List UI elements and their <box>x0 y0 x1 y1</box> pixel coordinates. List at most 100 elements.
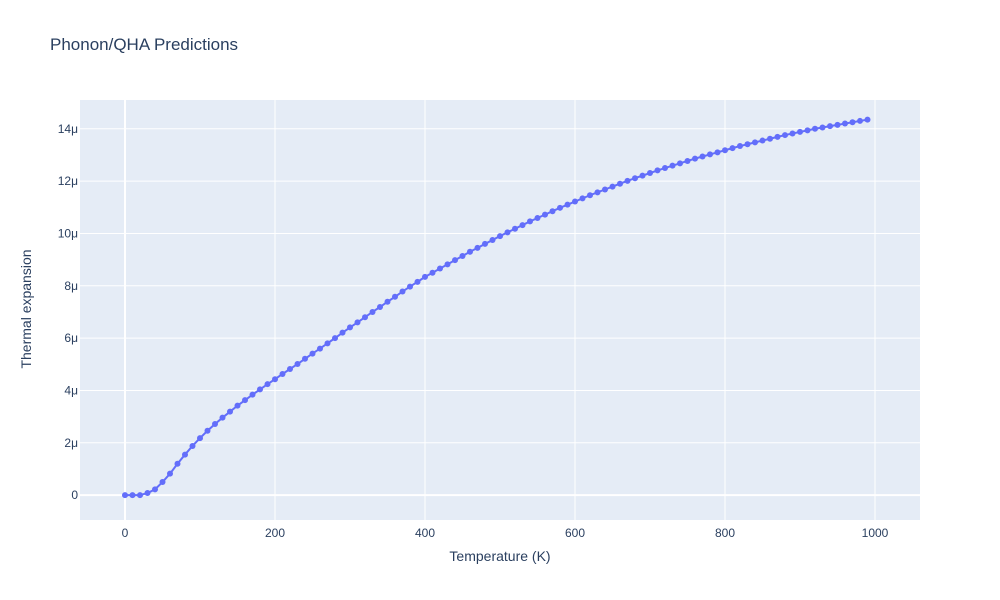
data-point[interactable] <box>422 273 428 280</box>
data-point[interactable] <box>857 117 863 124</box>
data-point[interactable] <box>437 265 443 272</box>
data-point[interactable] <box>812 125 818 132</box>
data-point[interactable] <box>152 486 158 493</box>
data-point[interactable] <box>774 133 781 140</box>
data-point[interactable] <box>512 225 518 232</box>
data-point[interactable] <box>264 381 271 388</box>
data-point[interactable] <box>384 298 391 305</box>
data-point[interactable] <box>347 324 353 331</box>
data-point[interactable] <box>609 183 616 190</box>
data-point[interactable] <box>624 177 631 184</box>
data-point[interactable] <box>759 137 766 144</box>
data-point[interactable] <box>617 180 623 187</box>
data-point[interactable] <box>122 492 128 499</box>
data-point[interactable] <box>332 335 338 342</box>
data-point[interactable] <box>159 479 166 486</box>
data-point[interactable] <box>849 119 856 126</box>
data-point[interactable] <box>129 492 136 499</box>
data-point[interactable] <box>369 308 376 315</box>
data-point[interactable] <box>482 240 488 247</box>
data-point[interactable] <box>557 204 563 211</box>
data-point[interactable] <box>722 147 728 154</box>
data-point[interactable] <box>707 151 713 158</box>
data-point[interactable] <box>527 218 533 225</box>
data-point[interactable] <box>542 211 548 218</box>
data-point[interactable] <box>242 397 248 404</box>
data-point[interactable] <box>339 329 346 336</box>
data-point[interactable] <box>587 192 593 199</box>
data-point[interactable] <box>302 355 308 362</box>
data-point[interactable] <box>429 269 436 276</box>
data-point[interactable] <box>729 145 736 152</box>
data-point[interactable] <box>399 288 406 295</box>
data-point[interactable] <box>737 143 743 150</box>
data-point[interactable] <box>294 361 301 368</box>
data-point[interactable] <box>744 141 751 148</box>
data-point[interactable] <box>834 121 841 128</box>
data-point[interactable] <box>632 175 638 182</box>
data-point[interactable] <box>182 451 188 458</box>
data-point[interactable] <box>639 172 646 179</box>
data-point[interactable] <box>647 170 653 177</box>
data-point[interactable] <box>752 139 758 146</box>
data-point[interactable] <box>459 252 466 259</box>
data-point[interactable] <box>444 261 451 268</box>
data-point[interactable] <box>467 248 473 255</box>
data-point[interactable] <box>249 391 256 398</box>
data-point[interactable] <box>309 350 316 357</box>
data-point[interactable] <box>797 128 803 135</box>
data-point[interactable] <box>602 186 608 193</box>
data-point[interactable] <box>579 195 586 202</box>
data-point[interactable] <box>549 208 556 215</box>
data-point[interactable] <box>804 127 811 134</box>
data-point[interactable] <box>564 201 571 208</box>
data-point[interactable] <box>474 244 481 251</box>
data-point[interactable] <box>377 303 383 310</box>
data-point[interactable] <box>662 165 668 172</box>
data-point[interactable] <box>279 370 286 377</box>
data-point[interactable] <box>842 120 848 127</box>
data-point[interactable] <box>227 408 233 415</box>
data-point[interactable] <box>789 130 796 137</box>
data-point[interactable] <box>197 435 203 442</box>
data-point[interactable] <box>827 123 833 130</box>
data-point[interactable] <box>594 189 601 196</box>
data-point[interactable] <box>137 492 143 499</box>
data-point[interactable] <box>699 153 706 160</box>
data-point[interactable] <box>219 414 226 421</box>
data-point[interactable] <box>489 237 496 243</box>
data-point[interactable] <box>272 376 278 383</box>
data-point[interactable] <box>677 160 683 167</box>
data-point[interactable] <box>534 215 541 222</box>
data-point[interactable] <box>819 124 826 131</box>
data-point[interactable] <box>257 386 263 393</box>
data-point[interactable] <box>392 293 398 300</box>
data-point[interactable] <box>669 162 676 169</box>
data-point[interactable] <box>317 345 323 352</box>
data-point[interactable] <box>407 283 413 290</box>
data-point[interactable] <box>167 470 173 477</box>
data-point[interactable] <box>144 490 151 497</box>
data-point[interactable] <box>204 427 211 434</box>
data-point[interactable] <box>654 167 661 174</box>
data-point[interactable] <box>362 314 368 321</box>
data-point[interactable] <box>189 442 196 449</box>
data-point[interactable] <box>864 116 871 123</box>
data-point[interactable] <box>174 460 181 467</box>
data-point[interactable] <box>414 278 421 285</box>
data-point[interactable] <box>519 222 526 229</box>
data-point[interactable] <box>782 132 788 139</box>
data-point[interactable] <box>354 319 361 326</box>
data-point[interactable] <box>324 340 331 347</box>
data-point[interactable] <box>684 157 691 164</box>
data-point[interactable] <box>692 155 698 162</box>
data-point[interactable] <box>287 366 293 373</box>
data-point[interactable] <box>452 257 458 264</box>
data-point[interactable] <box>714 149 721 156</box>
data-point[interactable] <box>234 402 241 409</box>
data-point[interactable] <box>504 229 511 236</box>
data-point[interactable] <box>497 233 503 240</box>
data-point[interactable] <box>212 420 218 427</box>
data-point[interactable] <box>572 198 578 205</box>
data-point[interactable] <box>767 135 773 142</box>
